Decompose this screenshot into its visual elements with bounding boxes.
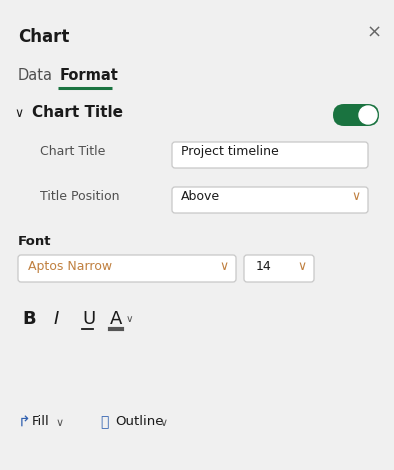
Text: ∨: ∨ (14, 107, 23, 120)
Text: Chart: Chart (18, 28, 69, 46)
Text: Above: Above (181, 190, 220, 203)
Text: Fill: Fill (32, 415, 50, 428)
Text: ∨: ∨ (219, 260, 229, 273)
Text: Chart Title: Chart Title (40, 145, 105, 158)
Text: ∨: ∨ (297, 260, 307, 273)
Text: A: A (110, 310, 123, 328)
FancyBboxPatch shape (18, 255, 236, 282)
Text: 14: 14 (256, 260, 272, 273)
Text: Data: Data (18, 68, 53, 83)
Text: U: U (82, 310, 95, 328)
Text: ∨: ∨ (351, 190, 361, 203)
Text: Title Position: Title Position (40, 190, 119, 203)
Text: ∨: ∨ (126, 314, 134, 324)
Text: Aptos Narrow: Aptos Narrow (28, 260, 112, 273)
FancyBboxPatch shape (333, 104, 379, 126)
Text: I: I (54, 310, 59, 328)
Text: Font: Font (18, 235, 52, 248)
Text: ∨: ∨ (160, 418, 168, 428)
Text: ⎕: ⎕ (100, 415, 108, 429)
FancyBboxPatch shape (172, 187, 368, 213)
Text: Outline: Outline (115, 415, 164, 428)
Text: Format: Format (60, 68, 119, 83)
Text: Project timeline: Project timeline (181, 145, 279, 158)
Circle shape (359, 106, 377, 124)
Text: ∨: ∨ (56, 418, 64, 428)
Text: Chart Title: Chart Title (32, 105, 123, 120)
FancyBboxPatch shape (172, 142, 368, 168)
Text: B: B (22, 310, 35, 328)
Text: ↱: ↱ (18, 415, 31, 430)
Text: ×: × (366, 24, 381, 42)
FancyBboxPatch shape (244, 255, 314, 282)
